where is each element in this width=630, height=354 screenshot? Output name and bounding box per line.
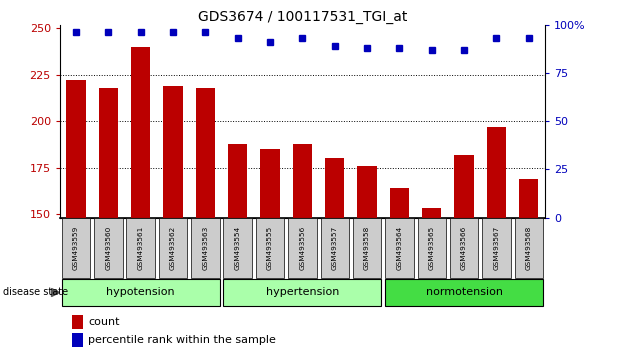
Bar xyxy=(454,155,474,218)
Bar xyxy=(62,279,220,306)
Text: GSM493567: GSM493567 xyxy=(493,226,500,270)
Bar xyxy=(482,218,511,278)
Bar xyxy=(418,218,446,278)
Bar xyxy=(159,218,187,278)
Text: GSM493555: GSM493555 xyxy=(267,226,273,270)
Text: GSM493565: GSM493565 xyxy=(429,226,435,270)
Bar xyxy=(390,188,409,218)
Text: GSM493556: GSM493556 xyxy=(299,226,306,270)
Text: GSM493568: GSM493568 xyxy=(526,226,532,270)
Bar xyxy=(321,218,349,278)
Text: GSM493562: GSM493562 xyxy=(170,226,176,270)
Bar xyxy=(224,279,381,306)
Bar xyxy=(224,218,252,278)
Text: GSM493563: GSM493563 xyxy=(202,226,209,270)
Text: GSM493561: GSM493561 xyxy=(138,226,144,270)
Bar xyxy=(72,315,83,329)
Text: GSM493557: GSM493557 xyxy=(332,226,338,270)
Bar xyxy=(163,86,183,218)
Text: GSM493564: GSM493564 xyxy=(396,226,403,270)
Bar xyxy=(260,149,280,218)
Bar xyxy=(515,218,543,278)
Bar xyxy=(256,218,284,278)
Text: normotension: normotension xyxy=(426,287,503,297)
Bar xyxy=(62,218,90,278)
Bar xyxy=(385,279,543,306)
Text: GSM493554: GSM493554 xyxy=(235,226,241,270)
Bar xyxy=(357,166,377,218)
Text: count: count xyxy=(88,317,120,327)
Bar xyxy=(385,218,414,278)
Bar xyxy=(487,127,506,218)
Text: GSM493558: GSM493558 xyxy=(364,226,370,270)
Text: disease state: disease state xyxy=(3,287,68,297)
Bar xyxy=(94,218,123,278)
Bar xyxy=(353,218,381,278)
Bar xyxy=(519,179,539,218)
Bar xyxy=(72,333,83,347)
Bar xyxy=(196,88,215,218)
Text: hypertension: hypertension xyxy=(266,287,339,297)
Bar xyxy=(293,143,312,218)
Text: hypotension: hypotension xyxy=(106,287,175,297)
Bar xyxy=(288,218,317,278)
Bar xyxy=(450,218,478,278)
Bar xyxy=(422,209,442,218)
Text: percentile rank within the sample: percentile rank within the sample xyxy=(88,335,277,345)
Text: GSM493566: GSM493566 xyxy=(461,226,467,270)
Title: GDS3674 / 100117531_TGI_at: GDS3674 / 100117531_TGI_at xyxy=(198,10,407,24)
Bar xyxy=(99,88,118,218)
Bar xyxy=(325,158,345,218)
Bar xyxy=(127,218,155,278)
Text: GSM493560: GSM493560 xyxy=(105,226,112,270)
Bar xyxy=(191,218,220,278)
Text: GSM493559: GSM493559 xyxy=(73,226,79,270)
Bar xyxy=(228,143,248,218)
Bar xyxy=(131,47,151,218)
Bar xyxy=(66,80,86,218)
